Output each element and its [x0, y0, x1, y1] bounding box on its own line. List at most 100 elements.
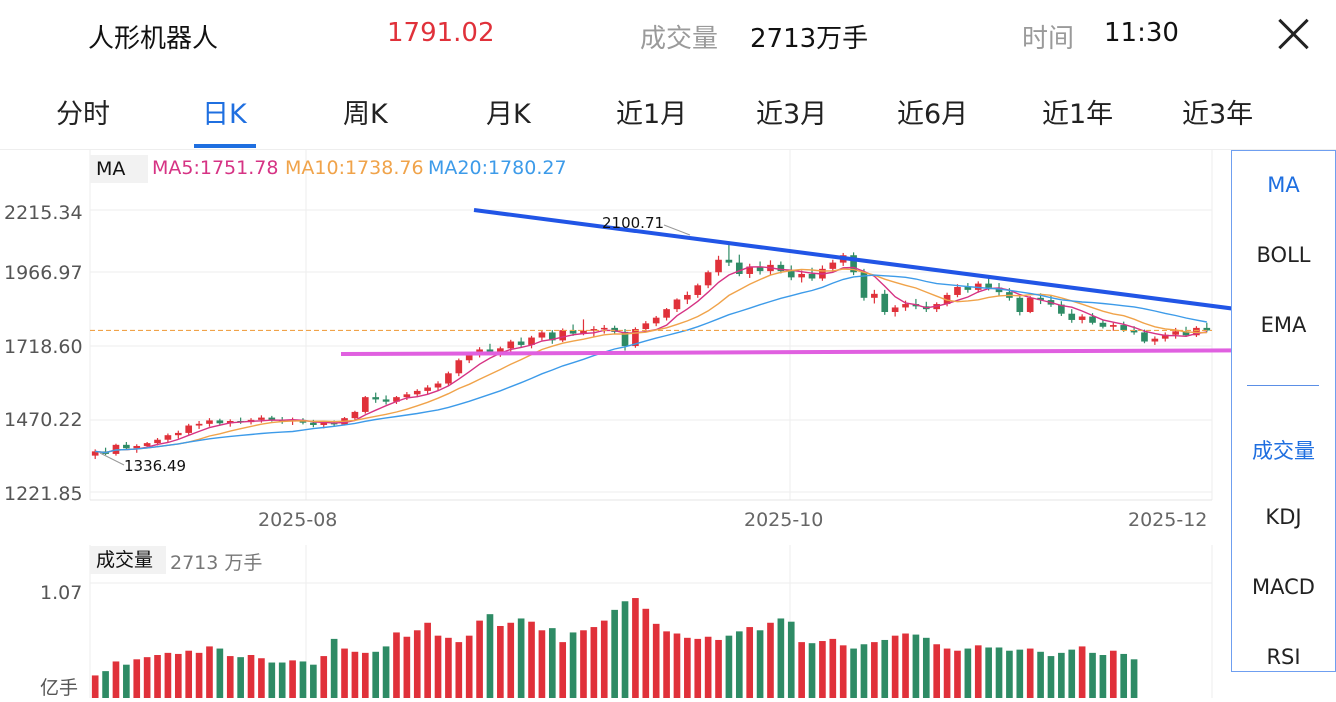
tab-month-k[interactable]: 月K [486, 99, 531, 130]
indicator-rsi[interactable]: RSI [1266, 645, 1301, 669]
volume-bar [528, 621, 535, 698]
candle-body [590, 329, 598, 331]
volume-bar [1068, 649, 1076, 698]
volume-bar [1006, 650, 1013, 698]
volume-bar [310, 664, 317, 698]
volume-bar [632, 598, 639, 698]
candle-body [507, 341, 515, 349]
volume-bar [819, 641, 826, 698]
y-tick-label: 1470.22 [4, 409, 83, 431]
tab-fenshi[interactable]: 分时 [56, 99, 110, 130]
high-annotation-leader [663, 224, 691, 236]
y-tick-label: 1966.97 [4, 262, 83, 284]
candle-body [372, 397, 380, 400]
volume-bar [974, 645, 982, 698]
volume-bar [538, 630, 546, 698]
volume-bar [808, 643, 816, 698]
candle-body [600, 327, 608, 330]
volume-bar [871, 642, 878, 698]
candle-body [652, 317, 660, 324]
time-label: 时间 [1022, 24, 1075, 54]
candle-body [735, 262, 743, 274]
ma10-legend: MA10:1738.76 [285, 157, 424, 179]
candle-body [621, 331, 629, 347]
indicator-ma[interactable]: MA [1267, 173, 1300, 197]
candle-body [787, 271, 795, 278]
volume-bar [517, 618, 525, 698]
volume-bar [465, 635, 473, 698]
volume-bar [424, 622, 431, 698]
candle-body [694, 285, 702, 295]
candle-body [174, 432, 182, 436]
candle-body [528, 337, 535, 345]
volume-bar [777, 618, 785, 698]
volume-bar [133, 659, 141, 698]
candle-body [1151, 338, 1159, 342]
tab-6-month[interactable]: 近6月 [897, 99, 969, 130]
y-tick-label: 1221.85 [4, 483, 83, 505]
volume-bar [995, 647, 1003, 698]
candle-body [164, 435, 172, 440]
tab-3-month[interactable]: 近3月 [756, 99, 828, 130]
indicator-ema[interactable]: EMA [1260, 313, 1307, 337]
volume-bar [850, 648, 857, 698]
volume-bar [767, 622, 774, 698]
volume-bar [455, 642, 463, 698]
volume-bar [102, 671, 109, 698]
volume-value: 2713万手 [750, 24, 869, 54]
tab-week-k[interactable]: 周K [343, 99, 388, 130]
tab-3-year[interactable]: 近3年 [1182, 99, 1254, 130]
volume-bar [943, 648, 951, 698]
candle-body [1068, 313, 1076, 320]
indicator-kdj[interactable]: KDJ [1265, 505, 1302, 529]
volume-bar [1089, 652, 1096, 698]
volume-bar [351, 651, 359, 698]
candle-body [403, 394, 411, 398]
candle-body [497, 348, 504, 353]
candle-body [746, 266, 754, 274]
volume-bar [413, 630, 421, 698]
indicator-volume[interactable]: 成交量 [1252, 439, 1315, 463]
volume-bar [860, 644, 868, 698]
candle-body [382, 399, 390, 402]
volume-bar [1058, 652, 1065, 698]
volume-bar [684, 637, 691, 698]
candle-body [808, 273, 816, 279]
volume-bar [1078, 646, 1086, 698]
ma20-line [95, 274, 1207, 454]
candle-body [133, 445, 141, 449]
y-tick-label: 2215.34 [4, 202, 83, 224]
volume-bar [621, 601, 629, 698]
ma20-legend: MA20:1780.27 [428, 157, 567, 179]
tab-1-month[interactable]: 近1月 [616, 99, 688, 130]
volume-legend-tag[interactable]: 成交量 [90, 546, 166, 574]
volume-bar [216, 648, 224, 698]
candle-body [569, 330, 577, 334]
tab-day-k[interactable]: 日K [202, 99, 247, 130]
volume-max-label: 1.07 [40, 582, 82, 604]
candle-body [465, 354, 473, 361]
candle-body [954, 287, 961, 295]
volume-bar [164, 652, 172, 698]
candle-body [310, 422, 317, 425]
candle-body [777, 264, 785, 272]
indicator-boll[interactable]: BOLL [1256, 243, 1311, 267]
volume-bar [985, 647, 992, 698]
candle-body [1161, 334, 1169, 339]
x-tick-label: 2025-08 [258, 509, 337, 531]
candle-body [860, 272, 868, 298]
volume-bar [600, 620, 608, 698]
volume-bar [403, 636, 411, 698]
candle-body [756, 266, 764, 272]
volume-bar [1047, 656, 1055, 698]
volume-bar [746, 627, 754, 698]
volume-bar [258, 658, 265, 698]
tab-1-year[interactable]: 近1年 [1042, 99, 1114, 130]
high-annotation: 2100.71 [602, 214, 664, 232]
candle-body [1026, 297, 1034, 312]
candle-body [902, 304, 909, 308]
candles [91, 242, 1211, 460]
indicator-macd[interactable]: MACD [1252, 575, 1315, 599]
ma-legend-tag[interactable]: MA [90, 155, 148, 183]
